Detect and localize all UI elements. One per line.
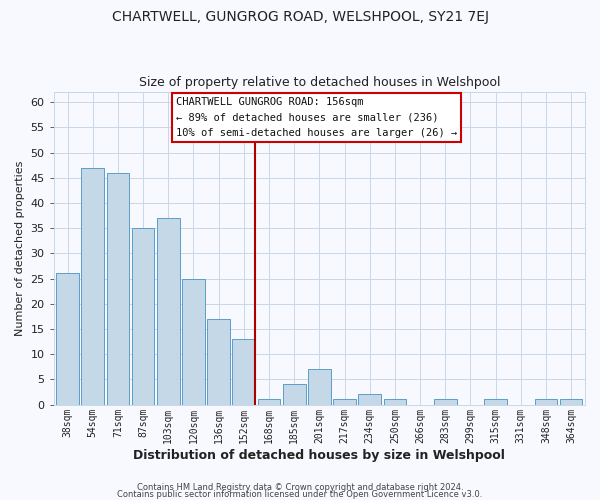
Text: Contains HM Land Registry data © Crown copyright and database right 2024.: Contains HM Land Registry data © Crown c… bbox=[137, 484, 463, 492]
Bar bbox=[358, 394, 381, 404]
Bar bbox=[82, 168, 104, 404]
Bar bbox=[132, 228, 154, 404]
Text: CHARTWELL GUNGROG ROAD: 156sqm
← 89% of detached houses are smaller (236)
10% of: CHARTWELL GUNGROG ROAD: 156sqm ← 89% of … bbox=[176, 96, 457, 138]
Text: Contains public sector information licensed under the Open Government Licence v3: Contains public sector information licen… bbox=[118, 490, 482, 499]
Bar bbox=[383, 400, 406, 404]
Bar bbox=[232, 339, 255, 404]
Bar bbox=[308, 369, 331, 404]
Bar bbox=[333, 400, 356, 404]
Bar bbox=[56, 274, 79, 404]
Text: CHARTWELL, GUNGROG ROAD, WELSHPOOL, SY21 7EJ: CHARTWELL, GUNGROG ROAD, WELSHPOOL, SY21… bbox=[112, 10, 488, 24]
Bar bbox=[208, 319, 230, 404]
Bar bbox=[535, 400, 557, 404]
Bar bbox=[107, 172, 129, 404]
Bar bbox=[257, 400, 280, 404]
Bar bbox=[157, 218, 179, 404]
Bar bbox=[560, 400, 583, 404]
Y-axis label: Number of detached properties: Number of detached properties bbox=[15, 160, 25, 336]
X-axis label: Distribution of detached houses by size in Welshpool: Distribution of detached houses by size … bbox=[133, 450, 505, 462]
Bar bbox=[434, 400, 457, 404]
Bar bbox=[182, 278, 205, 404]
Bar bbox=[484, 400, 507, 404]
Title: Size of property relative to detached houses in Welshpool: Size of property relative to detached ho… bbox=[139, 76, 500, 90]
Bar bbox=[283, 384, 305, 404]
